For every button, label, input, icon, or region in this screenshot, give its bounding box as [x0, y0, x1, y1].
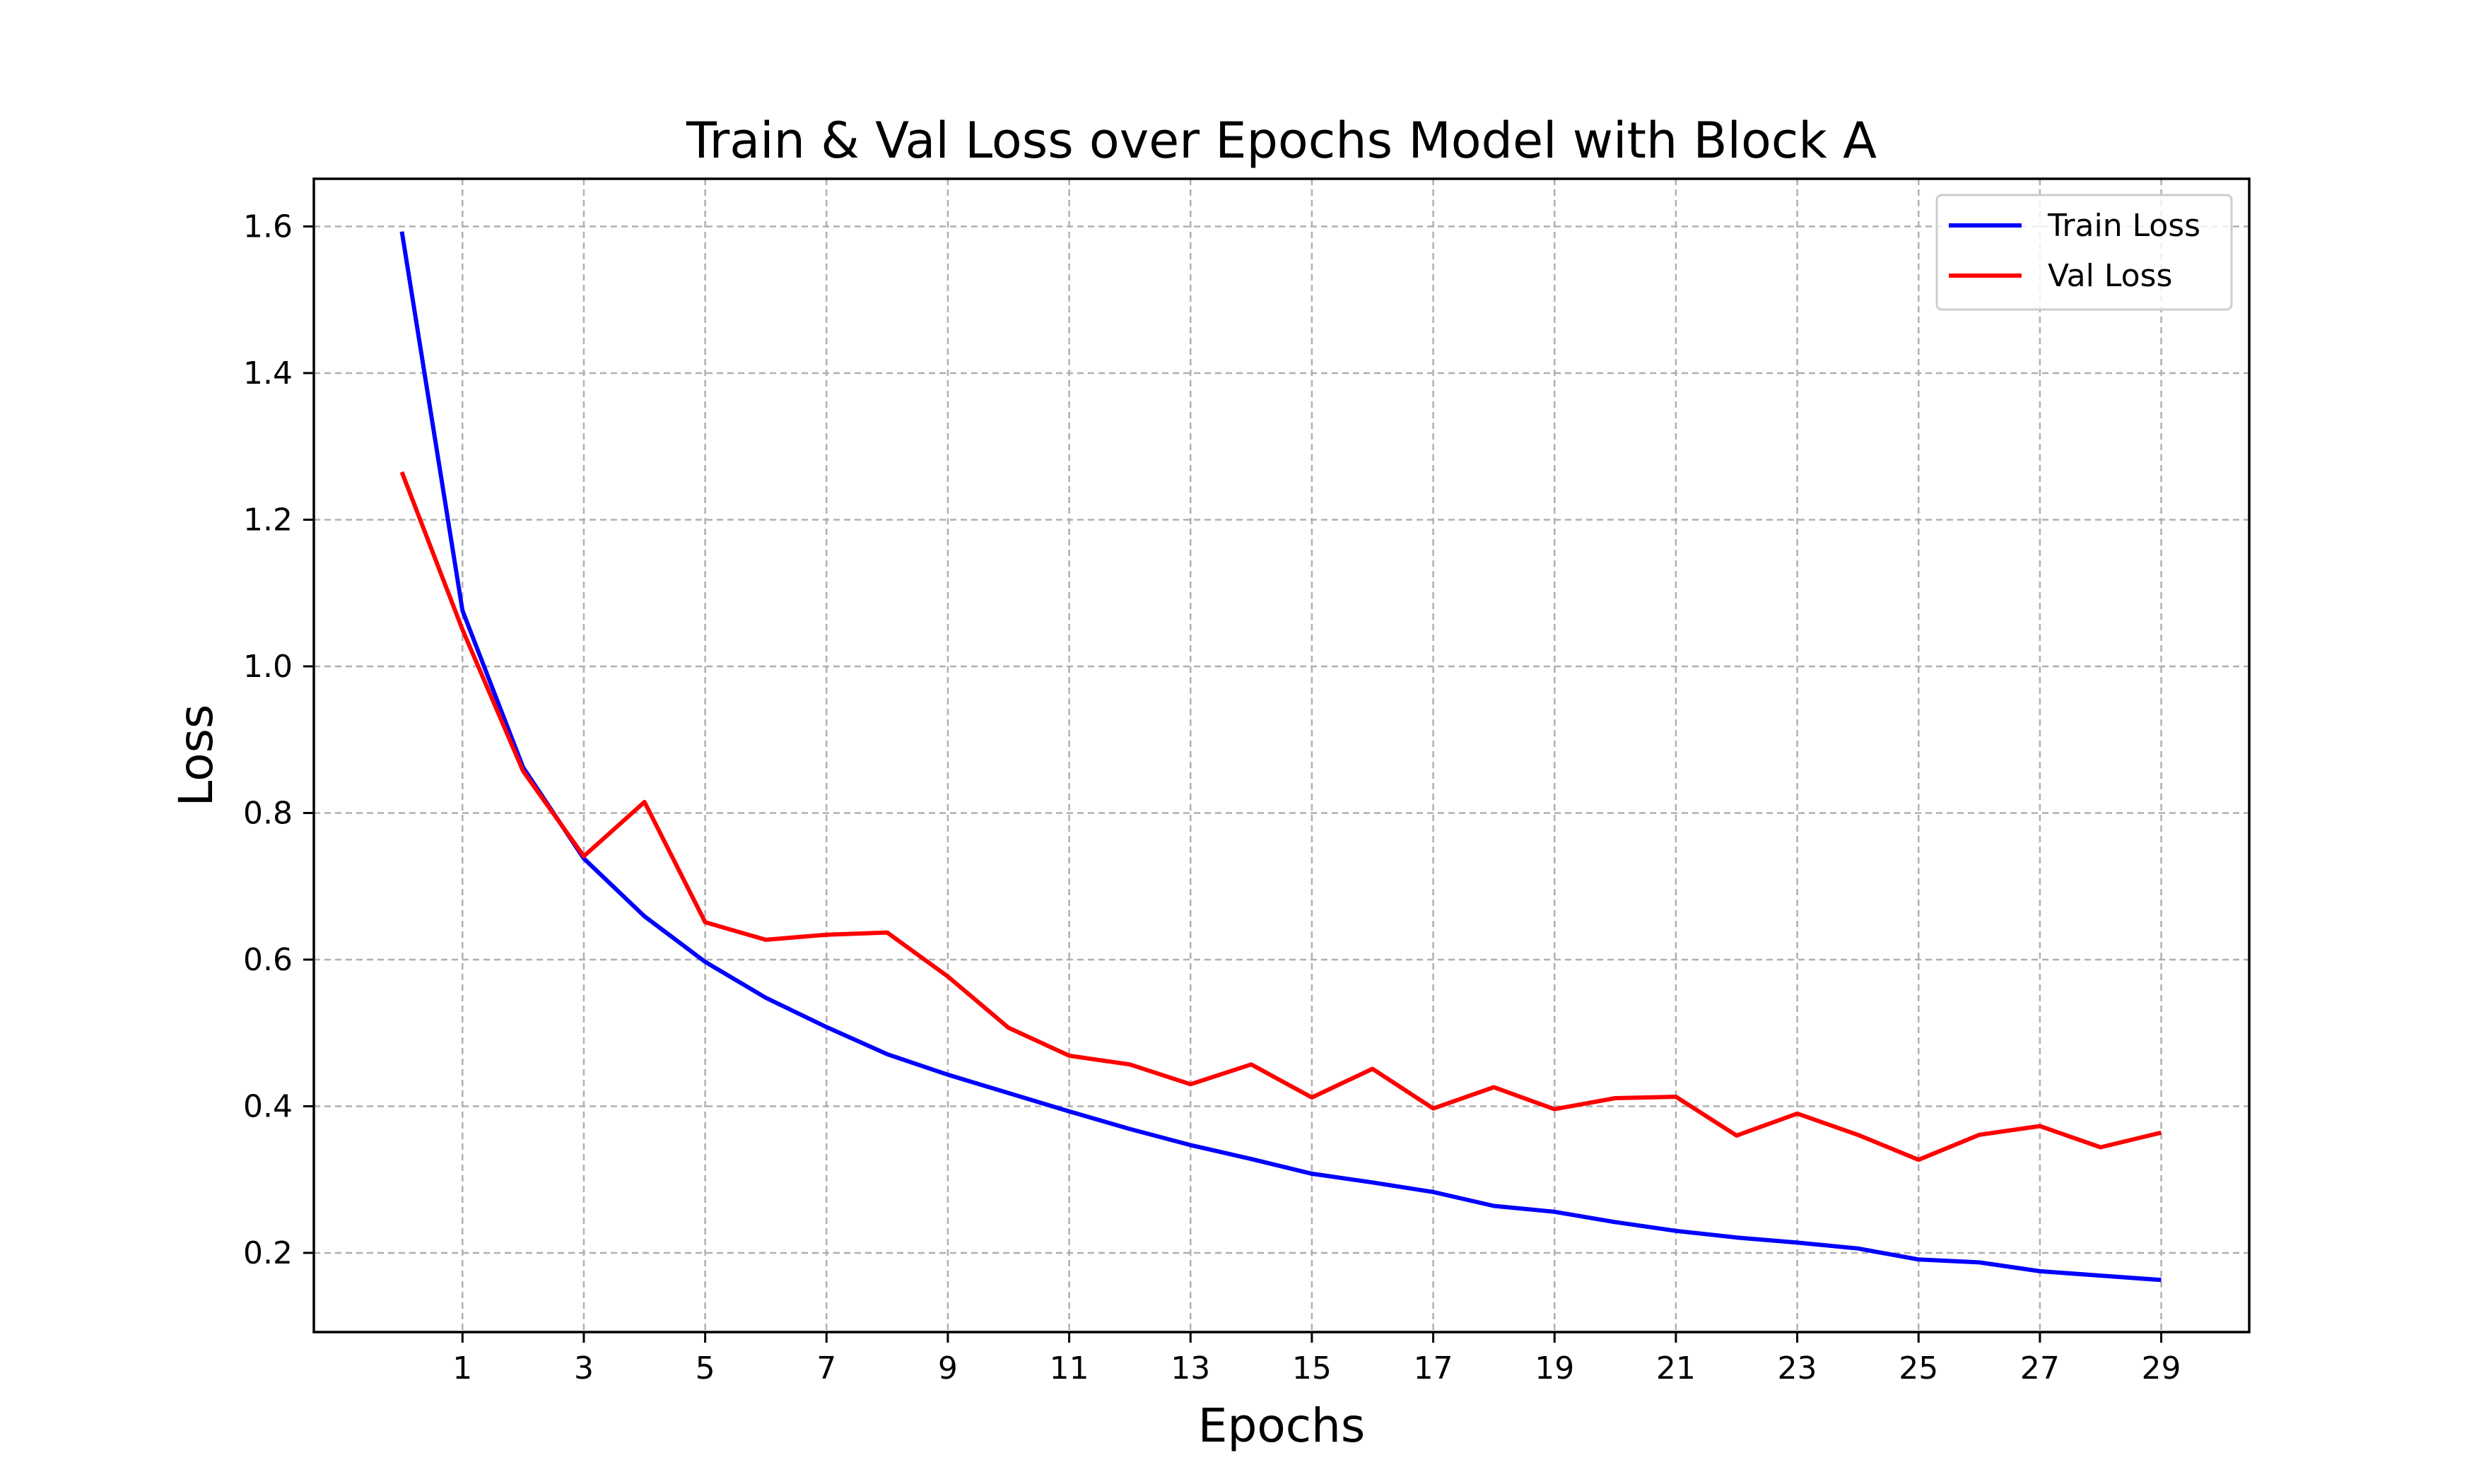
series-lines	[399, 231, 2162, 1283]
x-tick-label: 19	[1535, 1350, 1574, 1386]
x-tick-label: 5	[696, 1350, 715, 1386]
x-tick-label: 15	[1292, 1350, 1332, 1386]
x-tick-label: 13	[1171, 1350, 1210, 1386]
y-tick-label: 0.2	[243, 1235, 293, 1271]
legend-label-train-loss: Train Loss	[2047, 208, 2200, 244]
x-tick-label: 9	[938, 1350, 958, 1386]
y-tick-label: 1.0	[243, 649, 293, 685]
axis-ticks: 1 3 5 7 9 11 13 15 17 19 21 23 25 27 290.20.40.60.81.0…	[243, 208, 2181, 1386]
grid-lines	[314, 179, 2249, 1332]
series-line-val-loss	[399, 471, 2162, 1162]
y-tick-label: 0.6	[243, 942, 293, 978]
x-axis-label: Epochs	[1198, 1398, 1365, 1453]
x-tick-label: 11	[1050, 1350, 1089, 1386]
y-tick-label: 1.4	[243, 355, 293, 391]
series-line-train-loss	[399, 231, 2162, 1283]
y-tick-label: 0.4	[243, 1088, 293, 1124]
x-tick-label: 3	[574, 1350, 594, 1386]
x-tick-label: 23	[1778, 1350, 1817, 1386]
plot-area-frame	[312, 177, 2251, 1333]
y-tick-label: 0.8	[243, 795, 293, 831]
legend: Train Loss Val Loss	[1935, 194, 2233, 311]
x-tick-label: 25	[1899, 1350, 1938, 1386]
y-tick-label: 1.2	[243, 502, 293, 538]
y-axis-label: Loss	[169, 705, 223, 807]
y-tick-label: 1.6	[243, 208, 293, 245]
legend-label-val-loss: Val Loss	[2048, 258, 2172, 294]
x-tick-label: 17	[1414, 1350, 1453, 1386]
x-tick-label: 21	[1656, 1350, 1696, 1386]
x-tick-label: 1	[452, 1350, 472, 1386]
chart-title: Train & Val Loss over Epochs Model with …	[686, 112, 1877, 170]
x-tick-label: 27	[2020, 1350, 2060, 1386]
x-tick-label: 7	[816, 1350, 836, 1386]
x-tick-label: 29	[2142, 1350, 2181, 1386]
